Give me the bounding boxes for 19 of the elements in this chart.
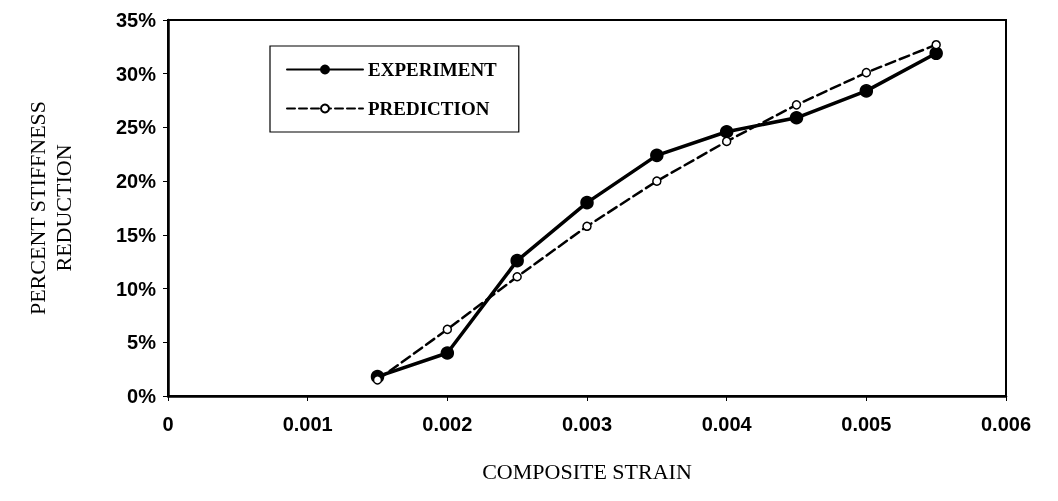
y-tick-label: 5% bbox=[127, 331, 157, 354]
y-tick-label: 0% bbox=[127, 385, 157, 407]
y-tick-label: 20% bbox=[115, 170, 157, 193]
x-tick-label: 0.001 bbox=[282, 413, 333, 435]
x-tick-label: 0 bbox=[162, 413, 174, 435]
y-tick-label: 30% bbox=[115, 62, 157, 85]
x-tick-label: 0.004 bbox=[701, 413, 753, 435]
x-tick-label: 0.003 bbox=[561, 413, 613, 435]
x-tick-label: 0.006 bbox=[980, 413, 1032, 435]
x-tick-label: 0.002 bbox=[422, 413, 473, 435]
y-tick-label: 35% bbox=[115, 9, 157, 31]
x-tick-label: 0.005 bbox=[841, 413, 892, 435]
y-tick-label: 25% bbox=[115, 116, 157, 139]
y-tick-label: 10% bbox=[115, 277, 157, 300]
y-axis-title: PERCENT STIFFNESS REDUCTION bbox=[24, 100, 76, 316]
y-tick-label: 15% bbox=[115, 223, 157, 246]
legend-label: EXPERIMENT bbox=[368, 59, 498, 80]
x-axis-title: COMPOSITE STRAIN bbox=[482, 458, 692, 484]
legend-label: PREDICTION bbox=[368, 98, 490, 119]
